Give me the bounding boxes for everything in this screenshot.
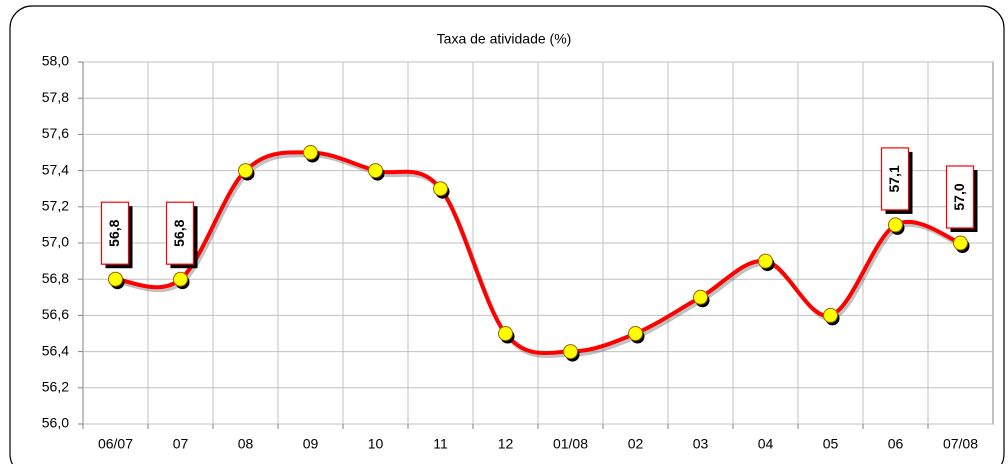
y-tick-label: 58,0 bbox=[42, 53, 69, 69]
x-tick-label: 10 bbox=[368, 436, 384, 452]
x-tick-label: 11 bbox=[433, 436, 448, 452]
x-tick-label: 01/08 bbox=[553, 436, 588, 452]
data-label: 57,1 bbox=[880, 147, 913, 214]
marker bbox=[108, 271, 123, 287]
x-tick-label: 08 bbox=[238, 436, 254, 452]
marker bbox=[303, 145, 318, 160]
x-tick-label: 02 bbox=[628, 436, 644, 452]
x-tick-label: 05 bbox=[823, 436, 839, 452]
marker bbox=[758, 253, 773, 269]
data-label-box bbox=[165, 201, 195, 265]
marker bbox=[563, 344, 578, 360]
data-label-text: 56,8 bbox=[106, 219, 122, 246]
marker bbox=[368, 163, 383, 179]
x-tick-label: 07 bbox=[173, 436, 189, 452]
y-tick-label: 56,6 bbox=[42, 306, 69, 322]
x-tick-label: 07/08 bbox=[943, 436, 978, 452]
marker bbox=[953, 235, 968, 251]
y-tick-label: 56,4 bbox=[42, 342, 69, 358]
y-tick-label: 57,2 bbox=[42, 198, 69, 214]
data-label: 56,8 bbox=[165, 201, 198, 269]
marker bbox=[693, 289, 708, 305]
marker bbox=[173, 271, 188, 287]
data-label-box bbox=[880, 147, 910, 211]
marker bbox=[498, 326, 513, 341]
y-tick-label: 57,6 bbox=[42, 125, 69, 141]
chart-title: Taxa de atividade (%) bbox=[437, 31, 572, 47]
marker bbox=[628, 326, 643, 341]
marker bbox=[433, 181, 448, 197]
y-tick-label: 56,8 bbox=[42, 270, 69, 286]
data-label: 57,0 bbox=[945, 165, 978, 232]
marker bbox=[888, 217, 903, 233]
x-tick-label: 03 bbox=[693, 436, 709, 452]
data-label-text: 57,1 bbox=[886, 165, 902, 192]
y-tick-label: 57,8 bbox=[42, 89, 69, 105]
y-tick-label: 56,0 bbox=[42, 415, 69, 431]
y-tick-label: 57,0 bbox=[42, 234, 69, 250]
x-tick-label: 06 bbox=[888, 436, 904, 452]
y-tick-label: 56,2 bbox=[42, 379, 69, 395]
data-label-text: 57,0 bbox=[951, 183, 967, 210]
data-label-text: 56,8 bbox=[171, 219, 187, 246]
x-tick-label: 06/07 bbox=[98, 436, 133, 452]
y-tick-label: 57,4 bbox=[42, 161, 69, 177]
data-label-box bbox=[100, 201, 130, 265]
data-label: 56,8 bbox=[100, 201, 133, 269]
marker bbox=[238, 163, 253, 179]
marker bbox=[823, 307, 838, 323]
x-tick-label: 09 bbox=[303, 436, 319, 452]
x-tick-label: 12 bbox=[498, 436, 514, 452]
data-label-box bbox=[945, 165, 975, 229]
x-tick-label: 04 bbox=[758, 436, 774, 452]
